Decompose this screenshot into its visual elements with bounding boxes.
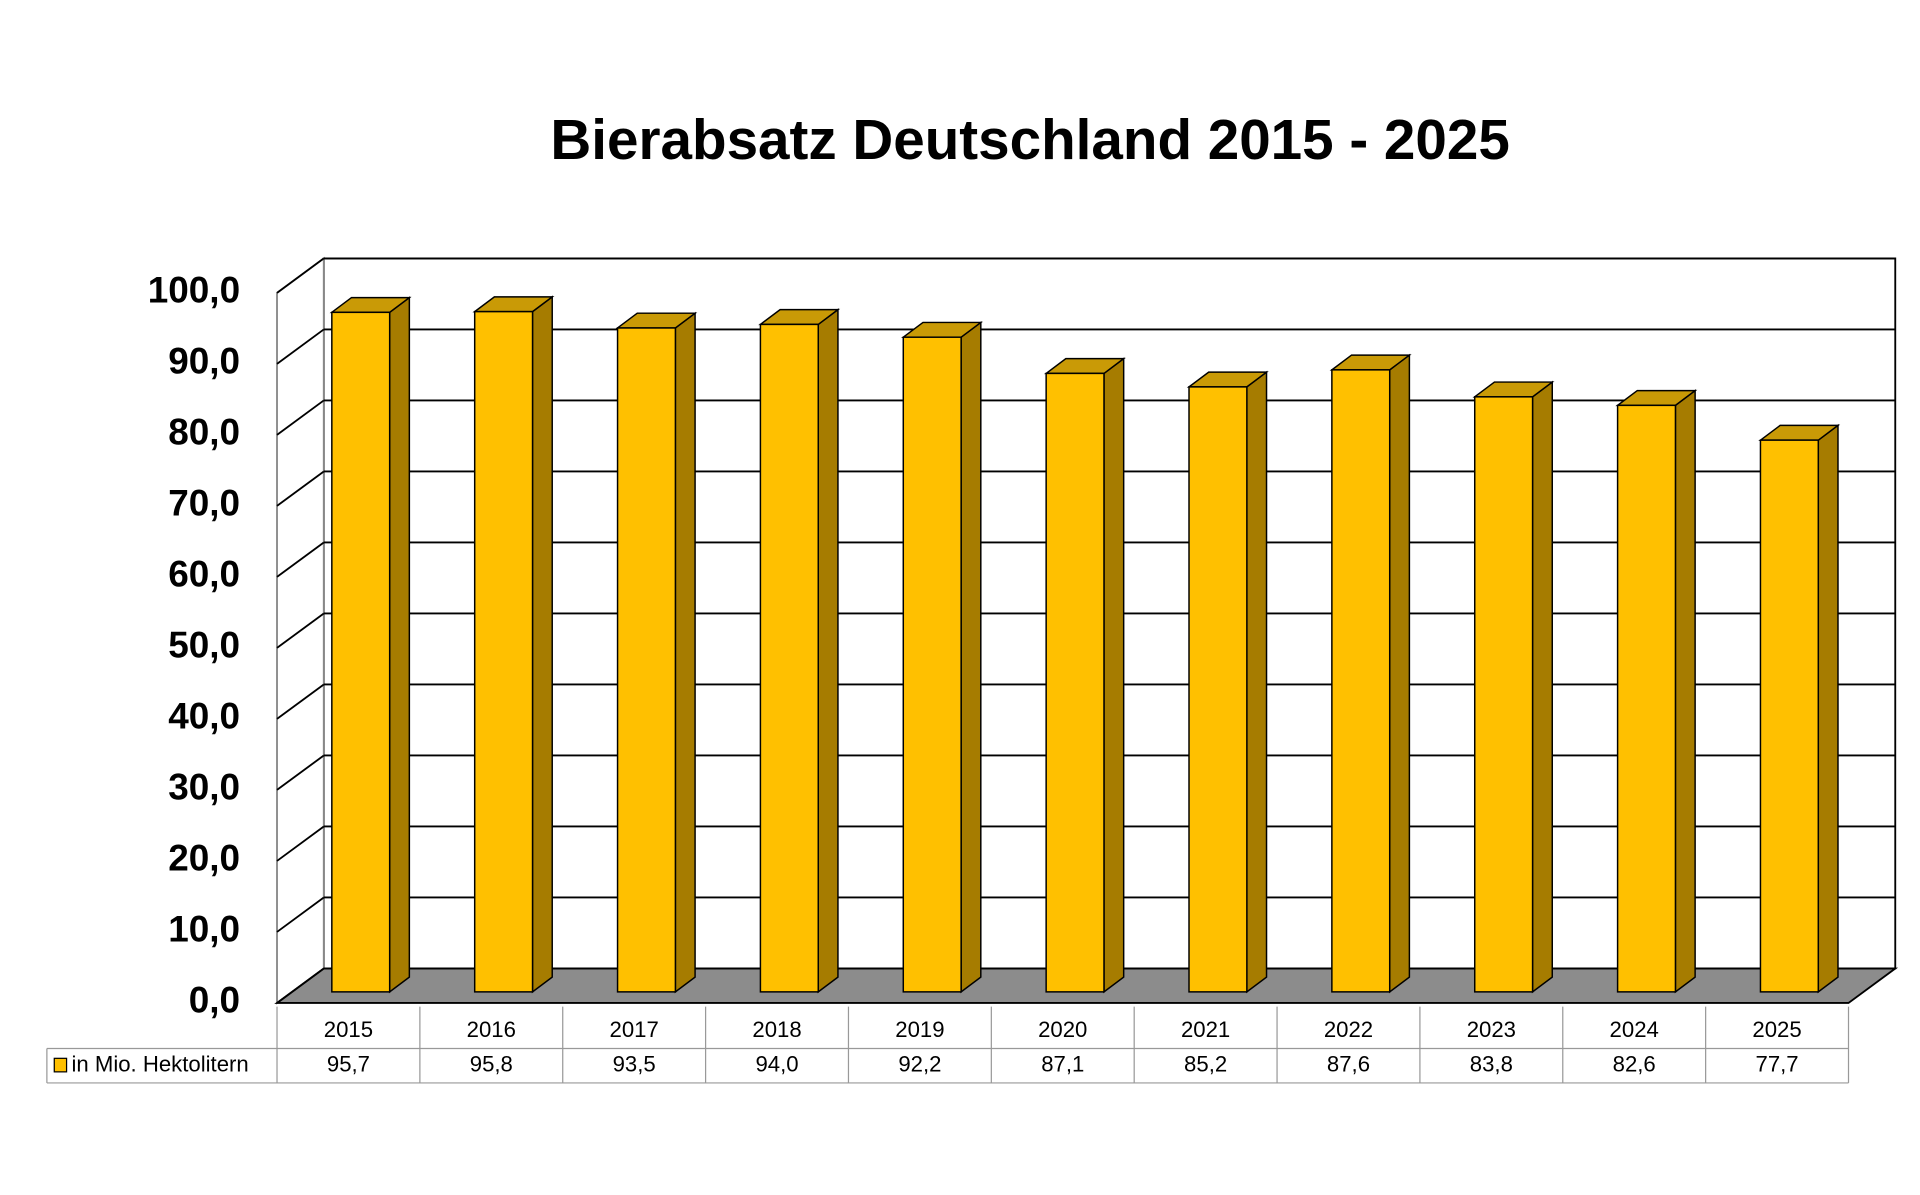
side-grid-line bbox=[276, 754, 325, 791]
bar bbox=[1045, 372, 1105, 993]
table-value: 85,2 bbox=[1184, 1052, 1227, 1077]
bar bbox=[1188, 386, 1248, 993]
bar-side bbox=[674, 311, 696, 994]
x-tick-label: 2025 bbox=[1752, 1017, 1801, 1042]
x-tick-label: 2021 bbox=[1181, 1017, 1230, 1042]
y-tick-label: 60,0 bbox=[168, 554, 240, 595]
y-tick-label: 40,0 bbox=[168, 696, 240, 737]
y-tick-label: 100,0 bbox=[148, 270, 240, 311]
side-grid-line bbox=[276, 967, 325, 1004]
side-grid-line bbox=[276, 328, 325, 365]
y-tick-label: 50,0 bbox=[168, 625, 240, 666]
x-tick-label: 2015 bbox=[324, 1017, 373, 1042]
side-grid-line bbox=[276, 612, 325, 649]
table-value: 92,2 bbox=[898, 1052, 941, 1077]
side-grid-line bbox=[276, 257, 325, 294]
bar-side bbox=[388, 296, 411, 994]
bar bbox=[759, 323, 819, 993]
table-value: 82,6 bbox=[1613, 1052, 1656, 1077]
table-value: 87,1 bbox=[1041, 1052, 1084, 1077]
x-tick-label: 2022 bbox=[1324, 1017, 1373, 1042]
table-value: 95,7 bbox=[327, 1052, 370, 1077]
side-grid-line bbox=[276, 399, 325, 436]
y-tick-label: 70,0 bbox=[168, 483, 240, 524]
bar-side bbox=[1674, 389, 1696, 994]
bar-side bbox=[1531, 380, 1553, 994]
bar-side bbox=[531, 295, 553, 994]
bar bbox=[902, 336, 962, 993]
table-value: 93,5 bbox=[613, 1052, 656, 1077]
x-tick-label: 2018 bbox=[752, 1017, 801, 1042]
bar-side bbox=[1246, 370, 1268, 994]
bar-side bbox=[1388, 353, 1411, 994]
y-tick-label: 80,0 bbox=[168, 412, 240, 453]
y-tick-label: 30,0 bbox=[168, 767, 240, 808]
table-value: 77,7 bbox=[1756, 1052, 1799, 1077]
x-tick-label: 2024 bbox=[1610, 1017, 1659, 1042]
table-value: 87,6 bbox=[1327, 1052, 1370, 1077]
side-grid-line bbox=[276, 683, 325, 720]
bar-side bbox=[817, 308, 839, 994]
bar bbox=[1473, 396, 1534, 993]
y-tick-label: 20,0 bbox=[168, 838, 240, 879]
x-tick-label: 2019 bbox=[895, 1017, 944, 1042]
bar bbox=[331, 311, 391, 993]
bar bbox=[1759, 439, 1820, 993]
x-tick-label: 2023 bbox=[1467, 1017, 1516, 1042]
side-grid-line bbox=[276, 896, 325, 933]
bar-side bbox=[1103, 357, 1125, 994]
table-value: 83,8 bbox=[1470, 1052, 1513, 1077]
y-tick-label: 90,0 bbox=[168, 341, 240, 382]
y-tick-label: 10,0 bbox=[168, 909, 240, 950]
table-value: 94,0 bbox=[755, 1052, 798, 1077]
table-value: 95,8 bbox=[470, 1052, 513, 1077]
chart-title: Bierabsatz Deutschland 2015 - 2025 bbox=[550, 108, 1509, 171]
x-tick-label: 2020 bbox=[1038, 1017, 1087, 1042]
bar bbox=[1331, 369, 1391, 993]
x-tick-label: 2017 bbox=[610, 1017, 659, 1042]
side-grid-line bbox=[276, 825, 325, 862]
side-grid-line bbox=[276, 470, 325, 507]
y-tick-label: 0,0 bbox=[189, 980, 240, 1021]
bar bbox=[1616, 404, 1677, 993]
side-grid-line bbox=[276, 541, 325, 578]
x-tick-label: 2016 bbox=[467, 1017, 516, 1042]
bar bbox=[616, 327, 677, 993]
bar bbox=[473, 310, 534, 993]
bar-side bbox=[1817, 423, 1839, 994]
legend-label: in Mio. Hektolitern bbox=[71, 1052, 248, 1077]
bar-side bbox=[960, 320, 982, 994]
legend-swatch bbox=[53, 1057, 68, 1073]
